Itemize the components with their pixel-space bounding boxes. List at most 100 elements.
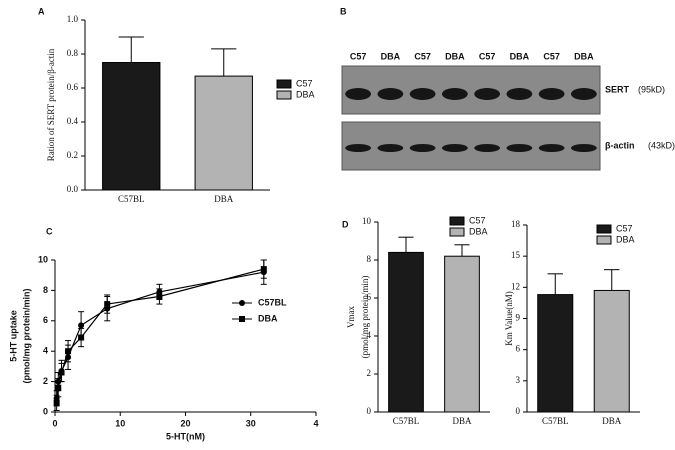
panel-label: A — [38, 6, 45, 16]
bar — [102, 62, 161, 191]
lane-label: C57 — [350, 51, 367, 61]
y-axis-label: Km Value(nM) — [504, 291, 514, 346]
bar — [194, 75, 253, 191]
y-tick-label: 3 — [516, 375, 521, 385]
y-tick-label: 6 — [367, 292, 372, 302]
band — [474, 144, 501, 152]
y-tick-label: 10 — [38, 254, 48, 264]
y-tick-label: 4 — [367, 330, 372, 340]
band — [538, 88, 565, 100]
y-tick-label: 2 — [43, 376, 48, 386]
band — [474, 88, 501, 100]
marker — [239, 300, 245, 306]
marker — [55, 384, 62, 391]
legend-label: C57 — [616, 223, 633, 233]
x-tick-label: DBA — [602, 416, 622, 426]
y-tick-label: 0.8 — [67, 48, 79, 58]
marker — [53, 399, 60, 406]
marker — [260, 266, 267, 273]
x-tick-label: C57BL — [393, 416, 420, 426]
y-tick-label: 18 — [511, 219, 521, 229]
y-tick-label: 4 — [43, 346, 48, 356]
y-tick-label: 2 — [367, 368, 372, 378]
y-axis-label: 5-HT uptake — [8, 310, 18, 362]
y-tick-label: 0.2 — [67, 150, 78, 160]
band — [538, 144, 565, 152]
y-tick-label: 0.6 — [67, 82, 79, 92]
band — [570, 144, 597, 152]
legend-swatch — [276, 90, 292, 100]
panel-label: D — [342, 219, 349, 229]
band — [409, 144, 436, 152]
legend-swatch — [449, 227, 465, 237]
band — [377, 88, 404, 100]
bar — [593, 289, 630, 413]
y-tick-label: 8 — [43, 285, 48, 295]
marker — [65, 348, 72, 355]
lane-label: C57 — [414, 51, 431, 61]
y-tick-label: 9 — [516, 313, 521, 323]
marker — [58, 369, 65, 376]
marker — [78, 322, 85, 329]
band-size: (95kD) — [638, 84, 665, 94]
x-tick-label: 30 — [246, 418, 256, 428]
y-tick-label: 0 — [516, 406, 521, 416]
panel-label: C — [46, 226, 53, 236]
legend-label: DBA — [258, 313, 278, 323]
y-tick-label: 15 — [511, 250, 521, 260]
y-tick-label: 6 — [43, 315, 48, 325]
band — [506, 88, 533, 100]
band — [345, 144, 372, 152]
x-tick-label: 4 — [313, 418, 318, 428]
y-tick-label: 6 — [516, 344, 521, 354]
legend-label: C57BL — [258, 297, 287, 307]
x-tick-label: DBA — [214, 194, 234, 204]
legend-swatch — [276, 79, 292, 89]
lane-label: DBA — [445, 51, 465, 61]
band-size: (43kD) — [648, 140, 675, 150]
marker — [239, 316, 245, 322]
band — [506, 144, 533, 152]
x-tick-label: DBA — [452, 416, 472, 426]
marker — [104, 301, 111, 308]
y-tick-label: 0.0 — [67, 184, 79, 194]
legend-swatch — [596, 235, 612, 245]
blot-panel — [341, 65, 601, 115]
marker — [78, 334, 85, 341]
x-tick-label: C57BL — [542, 416, 569, 426]
legend-label: C57 — [296, 78, 313, 88]
x-tick-label: 20 — [180, 418, 190, 428]
band — [377, 144, 404, 152]
x-tick-label: 10 — [115, 418, 125, 428]
band — [441, 144, 468, 152]
legend-label: DBA — [616, 234, 635, 244]
bar — [388, 251, 424, 413]
legend-label: C57 — [469, 215, 486, 225]
x-tick-label: 0 — [52, 418, 57, 428]
legend-label: DBA — [296, 89, 315, 99]
y-axis-label: (pmol/mg protein/min) — [360, 276, 370, 359]
y-tick-label: 1.0 — [67, 14, 79, 24]
lane-label: DBA — [510, 51, 530, 61]
y-tick-label: 0.4 — [67, 116, 79, 126]
y-tick-label: 12 — [511, 281, 520, 291]
lane-label: DBA — [574, 51, 594, 61]
y-axis-label: Vmax — [346, 306, 356, 328]
y-tick-label: 8 — [367, 254, 372, 264]
lane-label: DBA — [381, 51, 401, 61]
y-tick-label: 0 — [367, 406, 372, 416]
legend-swatch — [596, 224, 612, 234]
band — [409, 88, 436, 100]
panel-label: B — [340, 6, 347, 16]
y-axis-label: Ration of SERT protein/β-actin — [46, 48, 56, 161]
lane-label: C57 — [543, 51, 560, 61]
legend-swatch — [449, 216, 465, 226]
legend-label: DBA — [469, 226, 488, 236]
band-name: SERT — [605, 84, 630, 94]
band — [441, 88, 468, 100]
x-axis-label: 5-HT(nM) — [166, 431, 205, 441]
y-tick-label: 0 — [43, 406, 48, 416]
marker — [156, 293, 163, 300]
bar — [537, 294, 574, 413]
